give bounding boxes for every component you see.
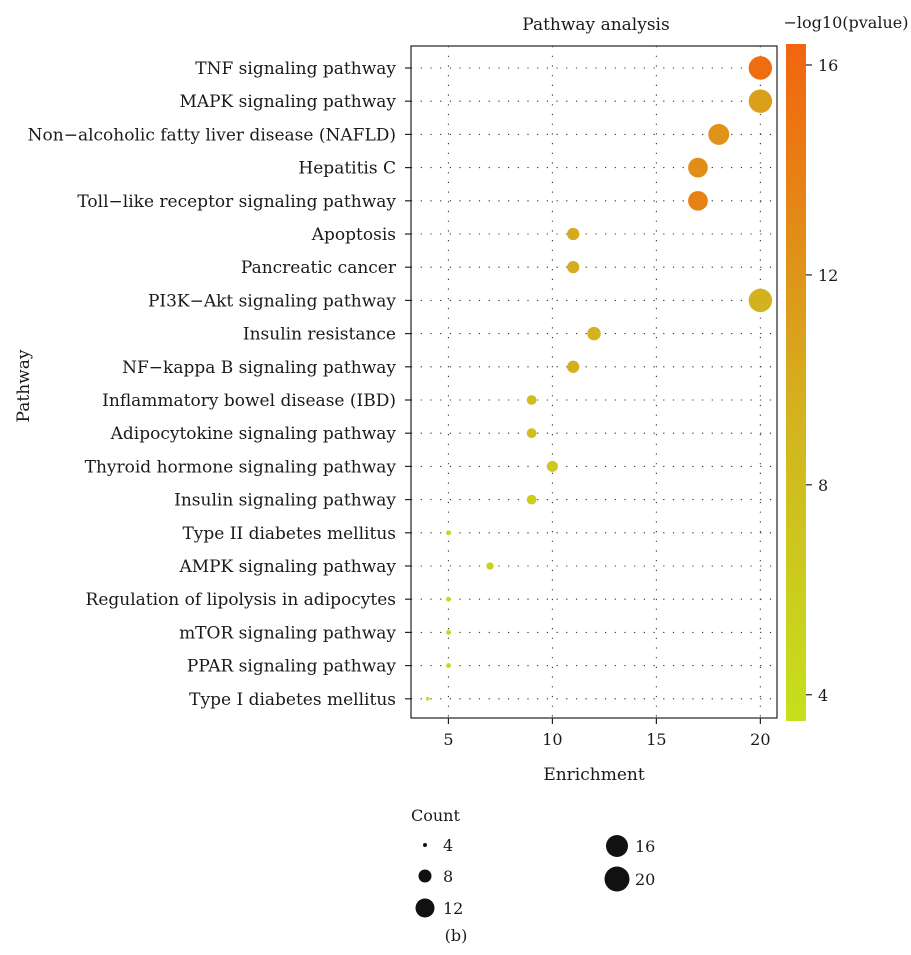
x-tick-label: 15 — [646, 730, 666, 749]
pathway-labels: TNF signaling pathway MAPK signaling path… — [28, 59, 397, 710]
plot-panel — [410, 45, 778, 719]
size-legend-label: 12 — [443, 899, 463, 918]
data-points — [425, 56, 773, 701]
data-point — [587, 326, 601, 341]
size-legend-dot — [415, 898, 435, 918]
data-point — [748, 56, 773, 80]
pathway-label: mTOR signaling pathway — [179, 623, 396, 643]
pathway-label: MAPK signaling pathway — [179, 92, 396, 112]
colorbar-tick-label: 12 — [818, 266, 838, 285]
data-point — [425, 697, 430, 701]
pathway-label: Toll−like receptor signaling pathway — [77, 192, 396, 212]
data-point — [567, 261, 580, 274]
pathway-label: PI3K−Akt signaling pathway — [148, 291, 396, 311]
colorbar-tick-label: 4 — [818, 686, 828, 705]
pathway-label: Regulation of lipolysis in adipocytes — [86, 590, 396, 610]
data-point — [546, 460, 558, 472]
size-legend-dot — [423, 843, 427, 847]
x-tick-label: 5 — [443, 730, 453, 749]
pathway-label: Insulin signaling pathway — [174, 491, 396, 511]
chart-title: Pathway analysis — [522, 15, 669, 35]
pathway-label: Non−alcoholic fatty liver disease (NAFLD… — [28, 125, 396, 145]
pathway-label: Adipocytokine signaling pathway — [110, 424, 397, 444]
data-point — [526, 428, 537, 439]
y-axis-title: Pathway — [14, 349, 34, 422]
y-ticks — [405, 67, 411, 700]
data-point — [446, 663, 451, 669]
x-axis-title: Enrichment — [543, 765, 645, 785]
data-point — [748, 89, 773, 113]
data-point — [486, 562, 494, 570]
data-point — [526, 395, 537, 405]
colorbar — [786, 44, 806, 721]
pathway-label: Hepatitis C — [298, 159, 396, 179]
pathway-label: PPAR signaling pathway — [187, 657, 397, 677]
pathway-label: Pancreatic cancer — [241, 258, 397, 278]
size-legend-label: 8 — [443, 867, 453, 886]
gridlines — [411, 46, 777, 718]
size-legend: 4 8 12 16 20 — [415, 835, 655, 918]
size-legend-dot — [604, 866, 630, 892]
size-legend-title: Count — [411, 806, 460, 825]
data-point — [688, 190, 708, 211]
data-point — [567, 227, 580, 241]
x-tick-label: 10 — [542, 730, 562, 749]
size-legend-label: 16 — [635, 837, 655, 856]
pathway-label: Apoptosis — [311, 225, 396, 245]
data-point — [526, 494, 537, 505]
size-legend-dot — [606, 835, 628, 857]
data-point — [446, 596, 451, 602]
pathway-label: Insulin resistance — [243, 325, 396, 345]
data-point — [446, 629, 451, 635]
x-axis-ticks: 5 10 15 20 — [443, 718, 771, 749]
data-point — [567, 360, 580, 373]
size-legend-dot — [418, 869, 432, 883]
data-point — [688, 157, 708, 178]
data-point — [446, 530, 451, 536]
colorbar-ticks: 4 8 12 16 — [806, 56, 838, 705]
colorbar-tick-label: 8 — [818, 476, 828, 495]
pathway-label: TNF signaling pathway — [195, 59, 396, 79]
pathway-label: Inflammatory bowel disease (IBD) — [102, 391, 396, 411]
colorbar-title: −log10(pvalue) — [784, 13, 909, 32]
pathway-label: Thyroid hormone signaling pathway — [85, 457, 397, 477]
data-point — [708, 123, 730, 145]
x-tick-label: 20 — [750, 730, 770, 749]
data-point — [748, 288, 773, 313]
pathway-label: Type II diabetes mellitus — [182, 524, 396, 544]
figure-caption: (b) — [445, 926, 468, 945]
pathway-label: Type I diabetes mellitus — [189, 690, 396, 710]
pathway-label: NF−kappa B signaling pathway — [122, 358, 396, 378]
colorbar-tick-label: 16 — [818, 56, 838, 75]
size-legend-label: 4 — [443, 836, 453, 855]
pathway-label: AMPK signaling pathway — [178, 557, 396, 577]
size-legend-label: 20 — [635, 870, 655, 889]
